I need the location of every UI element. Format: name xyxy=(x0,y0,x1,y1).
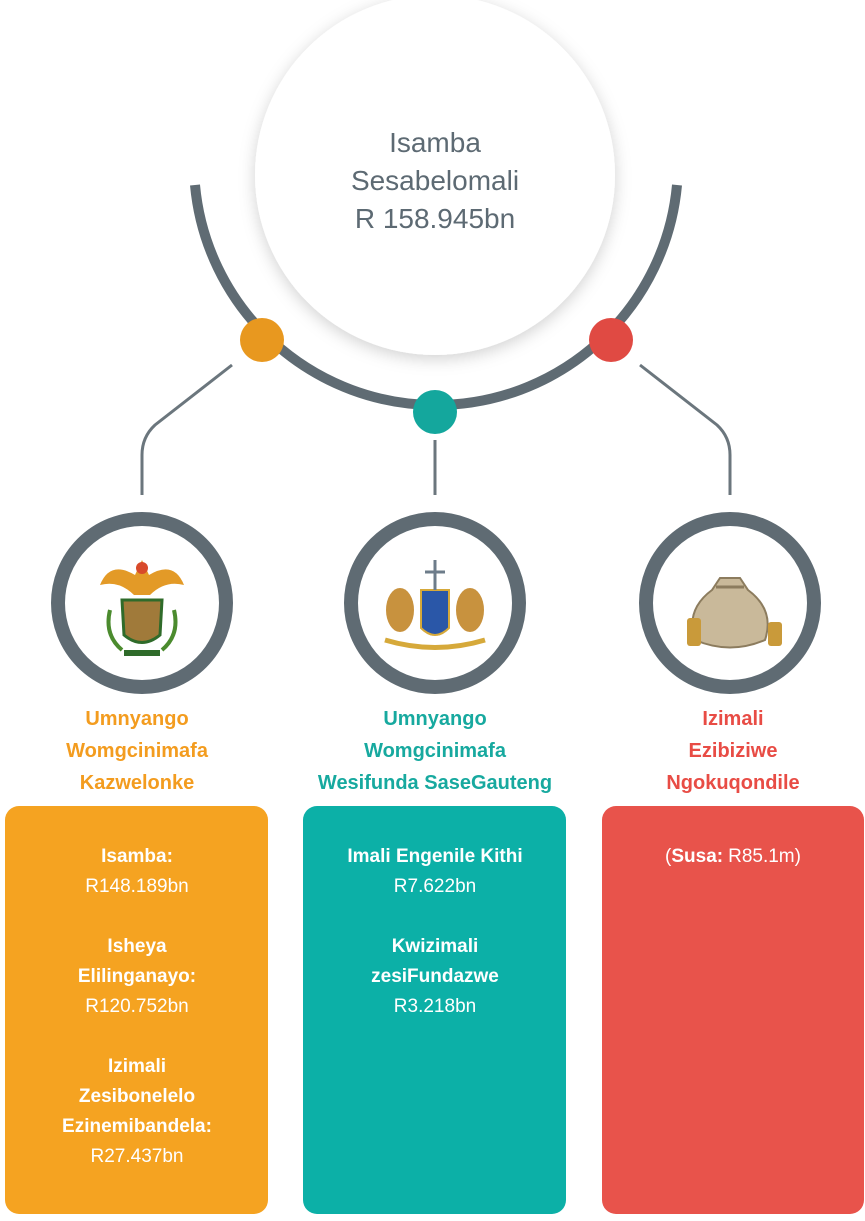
coat-of-arms-icon xyxy=(100,560,184,656)
provincial-arms-icon xyxy=(384,560,486,650)
branch-heading: Ezibiziwe xyxy=(689,740,778,762)
item-label: Kwizimali xyxy=(392,936,479,957)
dot-teal xyxy=(413,390,457,434)
box-orange xyxy=(5,806,268,1214)
connector xyxy=(639,363,732,495)
main-circle xyxy=(255,0,615,355)
branch-heading: Izimali xyxy=(702,708,763,730)
item-value: R27.437bn xyxy=(91,1146,184,1167)
box-red xyxy=(602,806,864,1214)
branch-heading: Womgcinimafa xyxy=(364,740,507,762)
note-label: Susa: xyxy=(671,846,723,867)
note: (Susa: R85.1m) xyxy=(665,846,801,867)
item-label: Ezinemibandela: xyxy=(62,1116,212,1137)
item-label: Isheya xyxy=(107,936,167,957)
connector xyxy=(140,363,233,495)
item-value: R7.622bn xyxy=(394,876,476,897)
branch-heading: Wesifunda SaseGauteng xyxy=(318,772,552,794)
title-line: Isamba xyxy=(389,127,481,158)
note-open: ( xyxy=(665,846,672,867)
note-close: ) xyxy=(795,846,801,867)
note-value: R85.1m xyxy=(728,846,795,867)
dot-orange xyxy=(240,318,284,362)
branch-heading: Womgcinimafa xyxy=(66,740,209,762)
item-label: Isamba: xyxy=(101,846,173,867)
title-line: Sesabelomali xyxy=(351,165,519,196)
connectors xyxy=(140,363,732,495)
item-value: R120.752bn xyxy=(85,996,189,1017)
branch-heading: Umnyango xyxy=(383,708,486,730)
branch-heading: Kazwelonke xyxy=(80,772,194,794)
dot-red xyxy=(589,318,633,362)
item-label: zesiFundazwe xyxy=(371,966,499,987)
box-teal xyxy=(303,806,566,1214)
money-bag-icon xyxy=(687,577,782,649)
branch-heading: Umnyango xyxy=(85,708,188,730)
item-label: Izimali xyxy=(108,1056,166,1077)
branch-heading: Ngokuqondile xyxy=(666,772,799,794)
item-value: R3.218bn xyxy=(394,996,476,1017)
item-value: R148.189bn xyxy=(85,876,189,897)
item-label: Elilinganayo: xyxy=(78,966,196,987)
item-label: Zesibonelelo xyxy=(79,1086,195,1107)
item-label: Imali Engenile Kithi xyxy=(347,846,522,867)
title-line: R 158.945bn xyxy=(355,203,515,234)
